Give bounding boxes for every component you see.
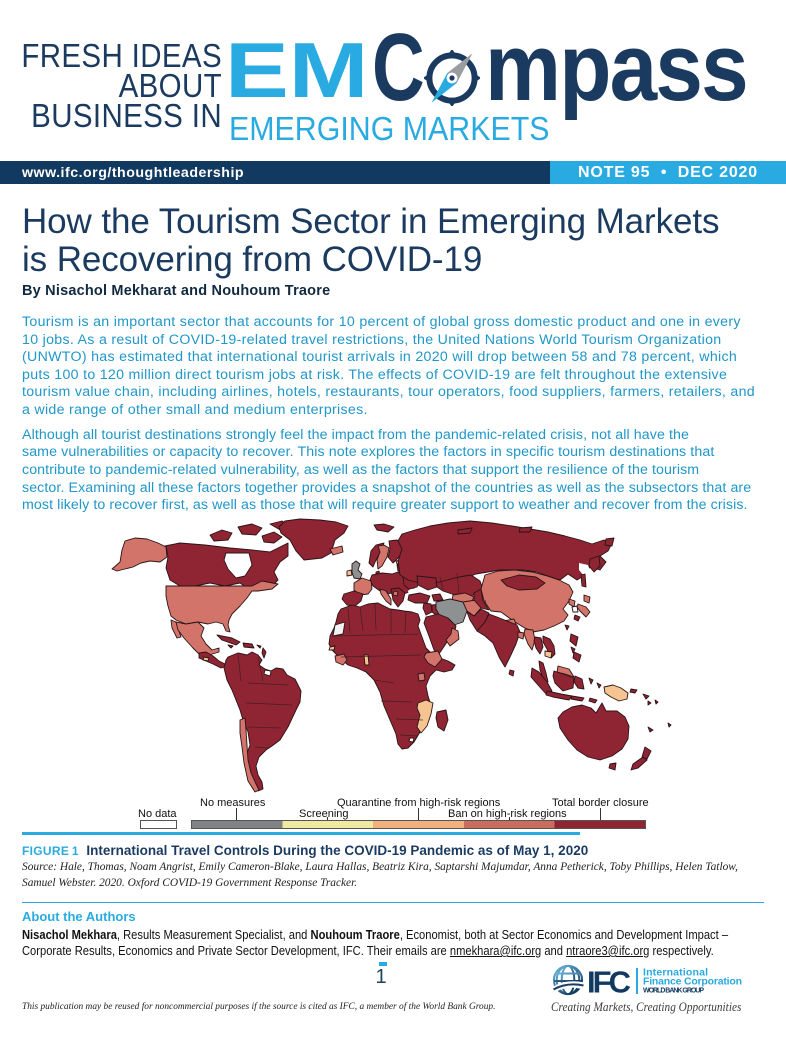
svg-text:WORLD BANK GROUP: WORLD BANK GROUP — [643, 988, 704, 995]
svg-text:Finance Corporation: Finance Corporation — [643, 975, 742, 987]
svg-text:International: International — [643, 967, 708, 979]
svg-text:IFC: IFC — [587, 965, 631, 1000]
